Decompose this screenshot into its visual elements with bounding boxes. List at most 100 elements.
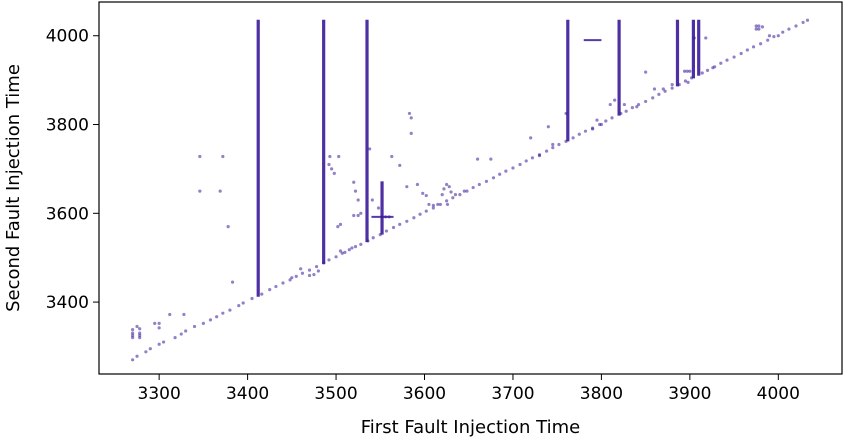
- data-point: [384, 229, 389, 233]
- data-point: [447, 185, 451, 189]
- data-point: [657, 92, 661, 96]
- data-point: [131, 333, 135, 337]
- data-point: [307, 268, 312, 272]
- data-point: [418, 212, 422, 216]
- data-point: [327, 258, 331, 262]
- data-point: [700, 71, 704, 75]
- y-tick-label: 3600: [46, 204, 89, 224]
- data-point: [704, 36, 708, 40]
- data-point: [274, 284, 278, 289]
- data-point: [138, 327, 142, 331]
- data-point: [759, 42, 763, 46]
- data-point: [458, 193, 462, 197]
- data-point: [135, 354, 139, 358]
- data-point: [299, 267, 303, 271]
- data-point: [371, 236, 375, 240]
- data-point: [383, 215, 388, 219]
- data-point: [449, 190, 453, 194]
- data-point: [670, 86, 674, 90]
- data-point: [368, 147, 372, 151]
- data-point: [407, 111, 412, 116]
- x-tick-label: 3700: [491, 384, 534, 404]
- y-tick-label: 4000: [46, 27, 89, 47]
- data-point: [131, 335, 135, 340]
- data-point: [424, 193, 428, 198]
- data-point: [208, 318, 213, 322]
- data-point: [221, 154, 225, 159]
- data-point: [290, 276, 294, 280]
- data-point: [595, 118, 599, 122]
- data-point: [281, 281, 285, 285]
- data-point: [370, 198, 374, 202]
- plot-frame: [98, 1, 843, 375]
- data-point: [237, 304, 241, 308]
- data-point: [577, 132, 581, 136]
- data-point: [745, 48, 749, 52]
- data-point: [415, 182, 420, 187]
- data-point: [599, 122, 604, 127]
- data-point: [168, 312, 172, 317]
- data-point: [398, 163, 402, 167]
- data-point: [359, 211, 363, 215]
- data-point: [754, 24, 758, 28]
- x-tick-label: 3500: [314, 384, 357, 404]
- data-point: [498, 172, 502, 176]
- data-point: [590, 127, 595, 131]
- data-point: [776, 34, 780, 38]
- data-point: [705, 68, 710, 72]
- data-point: [221, 311, 225, 315]
- data-point: [307, 273, 312, 278]
- data-point: [215, 315, 219, 319]
- data-point: [153, 321, 157, 325]
- data-point: [484, 179, 489, 183]
- data-point: [518, 162, 522, 167]
- data-point: [801, 20, 805, 25]
- data-point: [405, 219, 409, 223]
- data-point: [757, 24, 761, 28]
- data-point: [471, 185, 475, 190]
- data-point: [359, 242, 363, 246]
- data-point: [781, 30, 785, 34]
- data-point: [760, 25, 764, 29]
- data-point: [378, 233, 382, 237]
- data-point: [544, 149, 549, 153]
- axis-ticks: 3300 3400 3500 3600 3700 3800 3900 4000 3400 3600…: [46, 27, 800, 404]
- data-point: [613, 98, 617, 102]
- data-point: [551, 142, 555, 147]
- data-point: [268, 288, 272, 292]
- data-point: [462, 189, 466, 193]
- data-point: [352, 180, 356, 184]
- data-point: [409, 131, 413, 135]
- data-point: [651, 96, 655, 100]
- data-point: [682, 69, 687, 73]
- data-point: [751, 45, 756, 49]
- data-point: [504, 169, 508, 173]
- data-point: [711, 66, 715, 70]
- data-point: [131, 331, 135, 335]
- data-point: [241, 301, 245, 305]
- x-tick-label: 3600: [403, 384, 446, 404]
- data-point: [787, 27, 791, 31]
- y-tick-label: 3800: [46, 116, 89, 136]
- data-point: [477, 182, 481, 187]
- data-point: [226, 225, 230, 229]
- data-point: [328, 154, 332, 159]
- data-point: [330, 167, 334, 171]
- data-point: [652, 87, 657, 91]
- data-point: [157, 342, 161, 346]
- data-point: [683, 79, 688, 83]
- plot-marks: [131, 18, 810, 362]
- data-point: [551, 146, 555, 150]
- data-point: [685, 69, 689, 73]
- data-point: [677, 82, 681, 87]
- data-point: [608, 102, 612, 107]
- y-tick-label: 3400: [46, 293, 89, 313]
- data-point: [138, 331, 142, 335]
- data-point: [353, 189, 358, 193]
- data-point: [131, 358, 135, 362]
- data-point: [725, 58, 729, 62]
- data-point: [754, 27, 758, 31]
- data-point: [688, 69, 692, 73]
- data-point: [624, 109, 628, 113]
- data-point: [343, 250, 347, 254]
